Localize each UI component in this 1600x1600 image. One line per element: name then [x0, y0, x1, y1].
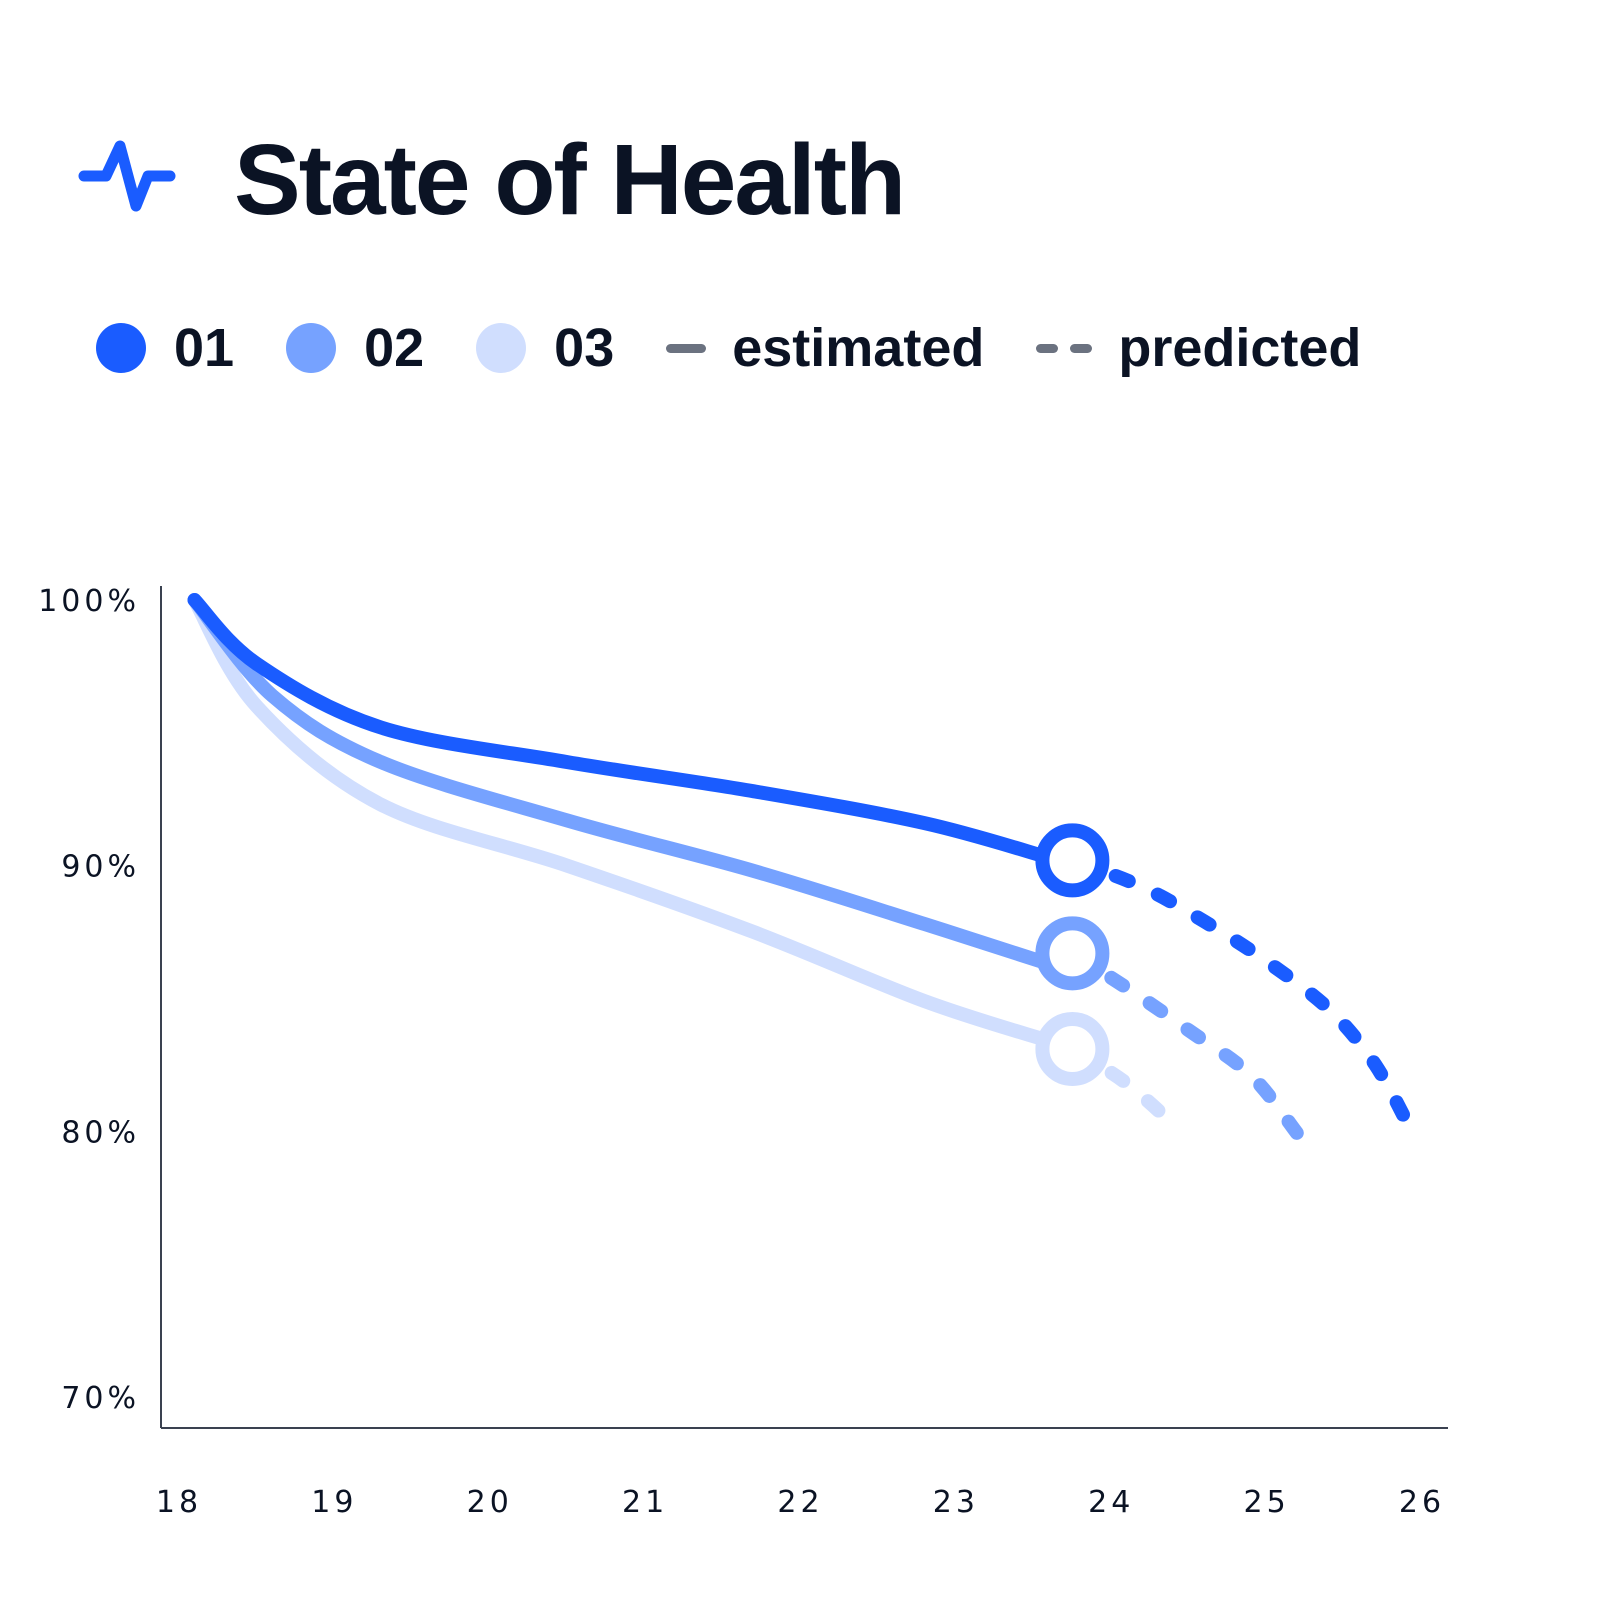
legend-item-02: 02	[286, 321, 424, 375]
series-03-current-marker	[1035, 1011, 1110, 1086]
x-tick-label: 22	[777, 1485, 823, 1520]
legend-item-predicted: predicted	[1036, 321, 1361, 375]
y-tick-label: 90%	[61, 850, 140, 885]
pulse-icon	[78, 140, 176, 212]
legend-label-predicted: predicted	[1118, 318, 1362, 378]
x-tick-label: 25	[1244, 1485, 1290, 1520]
legend-label-03: 03	[554, 318, 615, 378]
x-tick-labels: 18 19 20 21 22 23 24 25 26	[156, 1485, 1445, 1520]
y-tick-label: 80%	[61, 1115, 140, 1150]
x-tick-label: 18	[156, 1485, 202, 1520]
series-layer	[187, 593, 1422, 1144]
chart-legend: 01 02 03 estimated predicted	[96, 318, 1413, 378]
series-03-estimated-line	[187, 593, 1057, 1048]
x-tick-label: 21	[622, 1485, 668, 1520]
y-tick-label: 100%	[38, 584, 140, 619]
y-tick-labels: 100% 90% 80% 70%	[38, 584, 140, 1416]
legend-item-01: 01	[96, 321, 234, 375]
page-title: State of Health	[234, 124, 906, 236]
legend-dot-02	[286, 323, 337, 373]
series-01-predicted-line	[1065, 853, 1422, 1144]
dashed-line-icon	[1036, 343, 1093, 353]
legend-dot-01	[96, 323, 146, 373]
x-tick-label: 20	[467, 1485, 513, 1520]
solid-line-icon	[666, 343, 707, 353]
legend-label-01: 01	[174, 318, 235, 378]
series-01-estimated-line	[187, 593, 1057, 865]
legend-dot-03	[476, 323, 527, 373]
legend-item-estimated: estimated	[666, 321, 984, 375]
series-03	[187, 593, 1189, 1139]
chart-header: State of Health	[78, 120, 906, 240]
legend-item-03: 03	[476, 321, 614, 375]
x-tick-label: 24	[1088, 1485, 1134, 1520]
x-tick-label: 23	[933, 1485, 979, 1520]
series-02-estimated-line	[187, 593, 1057, 971]
legend-label-02: 02	[364, 318, 425, 378]
y-tick-label: 70%	[61, 1381, 140, 1416]
x-tick-label: 19	[311, 1485, 357, 1520]
series-01-current-marker	[1035, 823, 1110, 898]
x-tick-label: 26	[1399, 1485, 1445, 1520]
series-02-predicted-line	[1065, 946, 1305, 1141]
series-01	[187, 593, 1422, 1144]
series-02	[187, 593, 1305, 1141]
legend-label-estimated: estimated	[732, 318, 985, 378]
series-02-current-marker	[1035, 916, 1110, 991]
